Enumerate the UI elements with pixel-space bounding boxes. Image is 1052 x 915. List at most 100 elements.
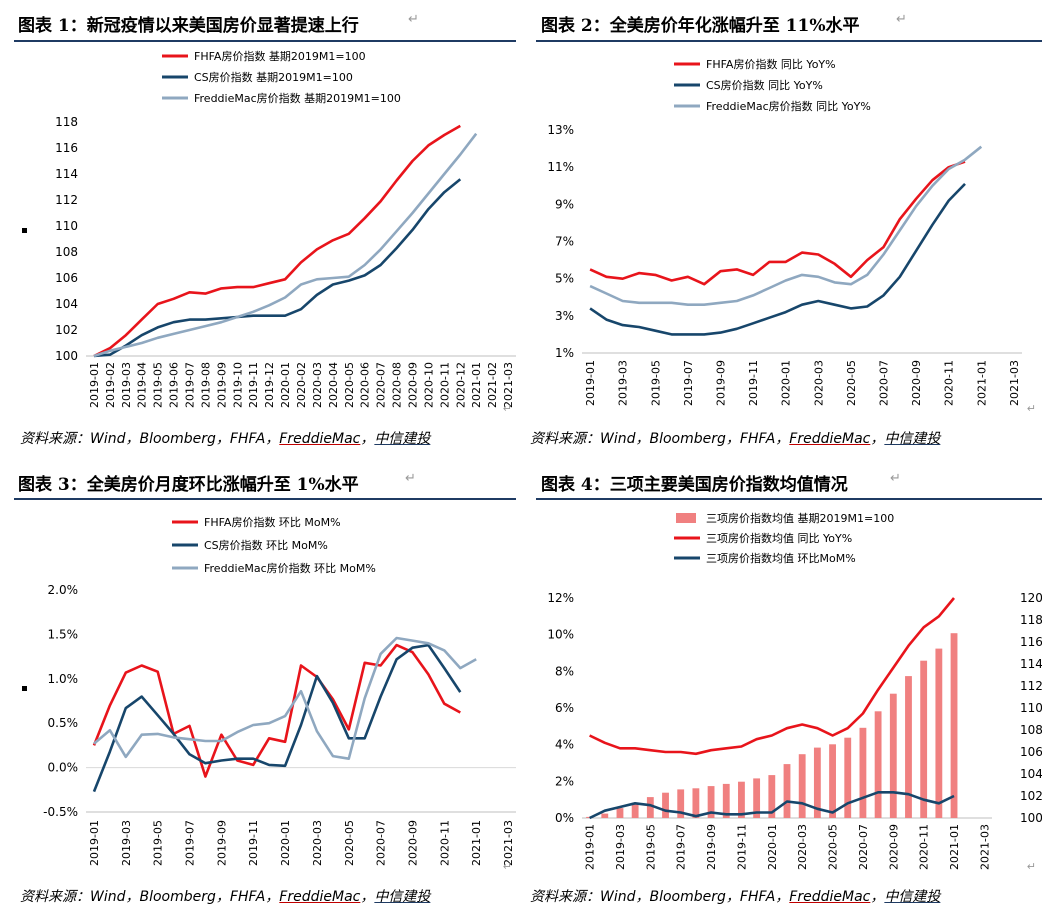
y-right-tick-label: 114 (1020, 657, 1042, 671)
legend-label: CS房价指数 环比 MoM% (204, 538, 328, 552)
y-right-tick-label: 100 (1020, 811, 1042, 825)
x-tick-label: 2019-09 (215, 362, 228, 408)
x-tick-label: 2020-10 (422, 362, 435, 408)
x-tick-label: 2019-08 (199, 362, 212, 408)
legend-label: FreddieMac房价指数 同比 YoY% (706, 99, 871, 113)
chart-3: -0.5% 0.0% 0.5% 1.0% 1.5% 2.0% 2019-01 2019-03 2… (43, 515, 516, 873)
y-tick-label: -0.5% (43, 805, 78, 819)
x-tick-label: 2019-11 (735, 824, 748, 870)
bar (889, 693, 897, 818)
x-tick-label: 2019-01 (584, 824, 597, 870)
y-tick-label: 110 (55, 219, 78, 233)
y-right-tick-label: 104 (1020, 767, 1042, 781)
x-tick-label: 2019-09 (705, 824, 718, 870)
x-tick-label: 2020-09 (406, 820, 419, 866)
x-tick-label: 2019-04 (136, 362, 149, 408)
source-note: 资料来源：Wind，Bloomberg，FHFA，FreddieMac，中信建投 (20, 889, 431, 905)
legend-label: FHFA房价指数 环比 MoM% (204, 515, 341, 529)
bar (601, 813, 609, 818)
y-right-tick-label: 102 (1020, 789, 1042, 803)
x-tick-label: 2020-11 (943, 360, 956, 406)
x-tick-label: 2021-03 (978, 824, 991, 870)
bar (950, 633, 958, 818)
y-right-tick-label: 120 (1020, 591, 1042, 605)
return-mark-icon: ↵ (896, 12, 907, 27)
chart-2: 1% 3% 5% 7% 9% 11% 13% 2019-01 2019-03 2019-05 201… (547, 57, 1036, 415)
x-tick-label: 2020-04 (327, 362, 340, 408)
x-tick-label: 2021-03 (1008, 360, 1021, 406)
x-tick-label: 2019-11 (247, 362, 260, 408)
y-tick-label: 116 (55, 141, 78, 155)
return-mark-icon: ↵ (890, 471, 901, 486)
y-tick-label: 3% (555, 309, 574, 323)
y-tick-label: 112 (55, 193, 78, 207)
y-right-tick-label: 110 (1020, 701, 1042, 715)
y-tick-label: 118 (55, 115, 78, 129)
x-tick-label: 2019-07 (675, 824, 688, 870)
y-tick-label: 13% (547, 123, 574, 137)
y-tick-label: 0.0% (48, 761, 79, 775)
x-tick-label: 2020-11 (918, 824, 931, 870)
series-line (93, 636, 477, 760)
y-tick-label: 1.5% (48, 627, 79, 641)
bar (707, 786, 715, 818)
x-tick-label: 2021-01 (470, 820, 483, 866)
legend-label: 三项房价指数均值 环比MoM% (706, 551, 856, 565)
bar (646, 797, 654, 818)
bar (874, 711, 882, 818)
x-tick-label: 2020-03 (311, 362, 324, 408)
x-tick-label: 2020-09 (887, 824, 900, 870)
x-tick-label: 2021-01 (948, 824, 961, 870)
legend-swatch (676, 513, 696, 523)
bar (722, 783, 730, 818)
panel-2-title: 图表 2：全美房价年化涨幅升至 11%水平 (541, 16, 860, 36)
x-tick-label: 2019-02 (104, 362, 117, 408)
series-line (589, 182, 966, 336)
y-right-tick-label: 118 (1020, 613, 1042, 627)
x-tick-label: 2020-01 (780, 360, 793, 406)
x-tick-label: 2020-03 (812, 360, 825, 406)
y-tick-label: 2.0% (48, 583, 79, 597)
x-tick-label: 2020-02 (295, 362, 308, 408)
x-tick-label: 2020-05 (343, 820, 356, 866)
y-tick-label: 1.0% (48, 672, 79, 686)
y-tick-label: 7% (555, 235, 574, 249)
x-tick-label: 2019-03 (120, 820, 133, 866)
bar (905, 676, 912, 818)
return-mark-icon: ↵ (408, 12, 419, 27)
y-tick-label: 0% (555, 811, 574, 825)
series-line (93, 132, 478, 358)
y-right-tick-label: 116 (1020, 635, 1042, 649)
return-mark-icon: ↵ (1027, 860, 1036, 873)
title-rule (536, 498, 1042, 500)
x-tick-label: 2019-06 (168, 362, 181, 408)
x-tick-label: 2020-03 (796, 824, 809, 870)
series-line (92, 643, 461, 778)
bar (616, 808, 624, 818)
y-tick-label: 108 (55, 245, 78, 259)
x-tick-label: 2019-03 (617, 360, 630, 406)
bar (768, 775, 776, 818)
y-tick-label: 0.5% (48, 716, 79, 730)
y-tick-label: 4% (555, 738, 574, 752)
x-tick-label: 2021-01 (470, 362, 483, 408)
y-tick-label: 10% (547, 628, 574, 642)
x-tick-label: 2020-09 (406, 362, 419, 408)
y-tick-label: 102 (55, 323, 78, 337)
y-tick-label: 104 (55, 297, 78, 311)
legend-label: FHFA房价指数 基期2019M1=100 (194, 49, 366, 63)
x-tick-label: 2021-03 (502, 362, 515, 408)
legend-label: CS房价指数 同比 YoY% (706, 78, 823, 92)
source-note: 资料来源：Wind，Bloomberg，FHFA，FreddieMac，中信建投 (20, 431, 431, 447)
y-tick-label: 106 (55, 271, 78, 285)
x-tick-label: 2019-09 (715, 360, 728, 406)
legend-label: CS房价指数 基期2019M1=100 (194, 70, 353, 84)
y-tick-label: 5% (555, 272, 574, 286)
y-tick-label: 114 (55, 167, 78, 181)
series-line (93, 178, 462, 358)
y-tick-label: 100 (55, 349, 78, 363)
bar (829, 744, 836, 818)
bar (738, 781, 745, 818)
panel-3-title: 图表 3：全美房价月度环比涨幅升至 1%水平 (18, 475, 359, 495)
y-tick-label: 2% (555, 774, 574, 788)
